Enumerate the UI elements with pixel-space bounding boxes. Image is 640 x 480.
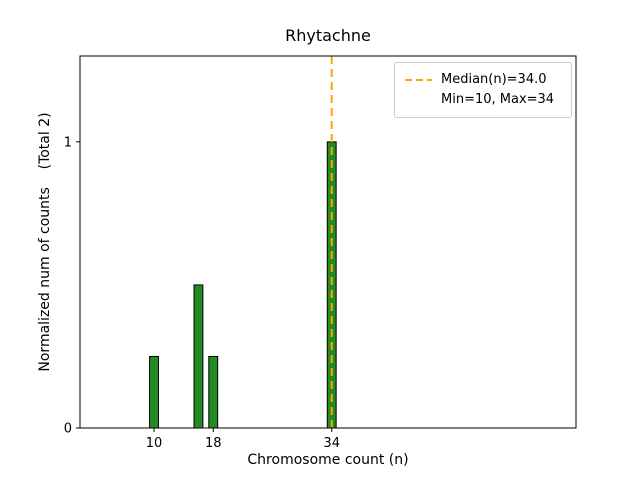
legend-label-minmax: Min=10, Max=34	[441, 92, 555, 107]
y-tick-label: 1	[64, 135, 72, 150]
chart-title: Rhytachne	[285, 26, 371, 45]
y-tick-label: 0	[64, 422, 72, 437]
x-tick-label: 18	[205, 436, 222, 451]
median-dashed-line-swatch	[405, 79, 432, 81]
legend-swatch-empty	[405, 99, 432, 101]
histogram-bar	[208, 355, 219, 429]
x-axis-label: Chromosome count (n)	[247, 452, 409, 468]
legend-label-median: Median(n)=34.0	[441, 72, 547, 87]
legend: Median(n)=34.0 Min=10, Max=34	[394, 62, 572, 118]
histogram-bar	[149, 355, 159, 429]
legend-item-minmax: Min=10, Max=34	[405, 90, 561, 110]
x-tick-label: 34	[323, 436, 340, 451]
x-tick-label: 10	[146, 436, 163, 451]
legend-item-median: Median(n)=34.0	[405, 70, 561, 90]
axes-frame	[79, 55, 577, 429]
histogram-bar	[193, 284, 204, 429]
